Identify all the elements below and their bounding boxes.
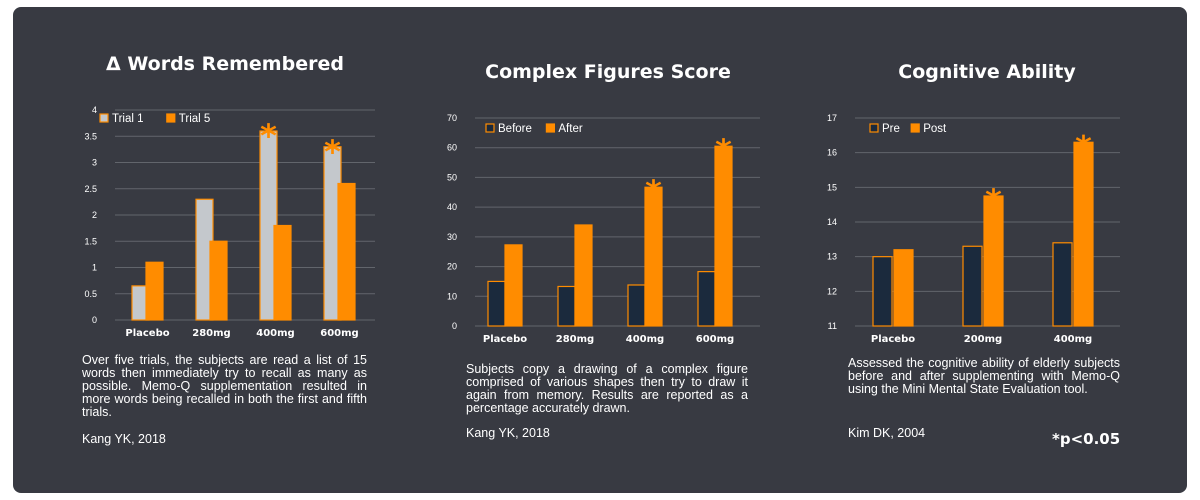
- bar-before: [627, 284, 646, 327]
- legend-entry: Trial 5: [179, 113, 211, 125]
- x-tick-label: 400mg: [256, 328, 294, 339]
- x-tick-label: 600mg: [696, 334, 734, 345]
- y-tick-label: 12: [827, 286, 837, 296]
- y-tick-label: 13: [827, 252, 837, 262]
- bar-trial-5: [337, 182, 356, 321]
- chart3-citation: Kim DK, 2004: [848, 426, 926, 440]
- y-tick-label: 0: [452, 321, 457, 331]
- bar-post: [1073, 141, 1094, 327]
- x-tick-label: Placebo: [483, 334, 527, 345]
- chart1-words-remembered: 0 0.5 1 1.5 2 2.5 3 3.5 4 Placebo 280mg 400mg * 600mg…: [84, 105, 375, 339]
- chart2-complex-figures: 0 10 20 30 40 50 60 70 Placebo 280mg 400mg * 600mg * B…: [447, 113, 760, 345]
- legend-swatch: [869, 123, 879, 133]
- legend-entry: Before: [498, 123, 532, 135]
- x-tick-label: 400mg: [1054, 334, 1092, 345]
- legend-entry: Post: [923, 123, 947, 135]
- legend-entry: Pre: [882, 123, 900, 135]
- chart1-description: Over five trials, the subjects are read …: [82, 353, 367, 419]
- y-tick-label: 70: [447, 113, 457, 123]
- chart3-cognitive-ability: 11 12 13 14 15 16 17 Placebo 200mg * 400mg * Pre Post: [827, 113, 1120, 345]
- legend-swatch: [910, 123, 920, 133]
- significance-footnote: *p<0.05: [1052, 430, 1121, 448]
- bar-after: [504, 244, 523, 327]
- y-tick-label: 0: [92, 315, 97, 325]
- x-tick-label: Placebo: [125, 328, 169, 339]
- bar-before: [557, 285, 576, 327]
- chart1-title: Δ Words Remembered: [106, 53, 344, 75]
- y-tick-label: 14: [827, 217, 837, 227]
- x-tick-label: 280mg: [192, 328, 230, 339]
- y-tick-label: 15: [827, 182, 837, 192]
- significance-star: *: [1075, 128, 1092, 166]
- y-tick-label: 2.5: [84, 184, 97, 194]
- x-tick-label: Placebo: [871, 334, 915, 345]
- legend-swatch: [545, 123, 556, 133]
- bar-pre: [962, 245, 983, 327]
- x-tick-label: 200mg: [964, 334, 1002, 345]
- bar-before: [487, 280, 506, 327]
- significance-star: *: [715, 132, 732, 170]
- x-tick-label: 600mg: [320, 328, 358, 339]
- bar-trial-5: [273, 224, 292, 321]
- chart3-title: Cognitive Ability: [898, 61, 1076, 83]
- significance-star: *: [324, 133, 341, 171]
- bar-pre: [1052, 242, 1073, 327]
- y-tick-label: 0.5: [84, 289, 97, 299]
- chart3-description: Assessed the cognitive ability of elderl…: [848, 356, 1120, 396]
- y-tick-label: 50: [447, 172, 457, 182]
- y-tick-label: 30: [447, 232, 457, 242]
- bar-after: [714, 145, 733, 327]
- y-tick-label: 17: [827, 113, 837, 123]
- legend-swatch: [99, 113, 109, 123]
- y-tick-label: 40: [447, 202, 457, 212]
- y-tick-label: 16: [827, 148, 837, 158]
- y-tick-label: 1: [92, 263, 97, 273]
- bar-after: [644, 186, 663, 327]
- y-tick-label: 3: [92, 158, 97, 168]
- chart2-description: Subjects copy a drawing of a complex fig…: [466, 362, 748, 415]
- bar-trial-5: [209, 240, 228, 321]
- bar-pre: [872, 256, 893, 327]
- legend-entry: Trial 1: [112, 113, 144, 125]
- bar-post: [983, 195, 1004, 327]
- bar-post: [893, 249, 914, 327]
- chart2-citation: Kang YK, 2018: [466, 426, 550, 440]
- y-tick-label: 3.5: [84, 131, 97, 141]
- significance-star: *: [645, 173, 662, 211]
- bar-after: [574, 224, 593, 327]
- y-tick-label: 60: [447, 143, 457, 153]
- y-tick-label: 1.5: [84, 236, 97, 246]
- significance-star: *: [260, 117, 277, 155]
- legend-entry: After: [558, 123, 582, 135]
- chart1-citation: Kang YK, 2018: [82, 432, 166, 446]
- y-tick-label: 10: [447, 291, 457, 301]
- significance-star: *: [985, 182, 1002, 220]
- bar-before: [697, 271, 716, 327]
- x-tick-label: 400mg: [626, 334, 664, 345]
- chart2-title: Complex Figures Score: [485, 61, 731, 83]
- y-tick-label: 20: [447, 262, 457, 272]
- y-tick-label: 2: [92, 210, 97, 220]
- legend-swatch: [485, 123, 495, 133]
- y-tick-label: 4: [92, 105, 97, 115]
- legend-swatch: [166, 113, 176, 123]
- y-tick-label: 11: [828, 321, 837, 331]
- x-tick-label: 280mg: [556, 334, 594, 345]
- bar-trial-5: [145, 261, 164, 321]
